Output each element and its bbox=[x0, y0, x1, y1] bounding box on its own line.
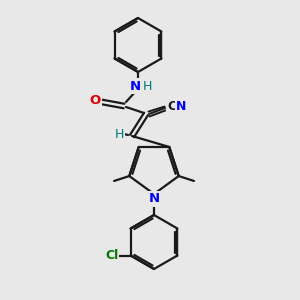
Text: H: H bbox=[114, 128, 124, 140]
Text: N: N bbox=[148, 193, 160, 206]
Text: N: N bbox=[129, 80, 141, 92]
Text: N: N bbox=[176, 100, 186, 112]
Text: Cl: Cl bbox=[105, 249, 118, 262]
Text: C: C bbox=[167, 100, 177, 112]
Text: O: O bbox=[89, 94, 100, 106]
Text: H: H bbox=[142, 80, 152, 92]
